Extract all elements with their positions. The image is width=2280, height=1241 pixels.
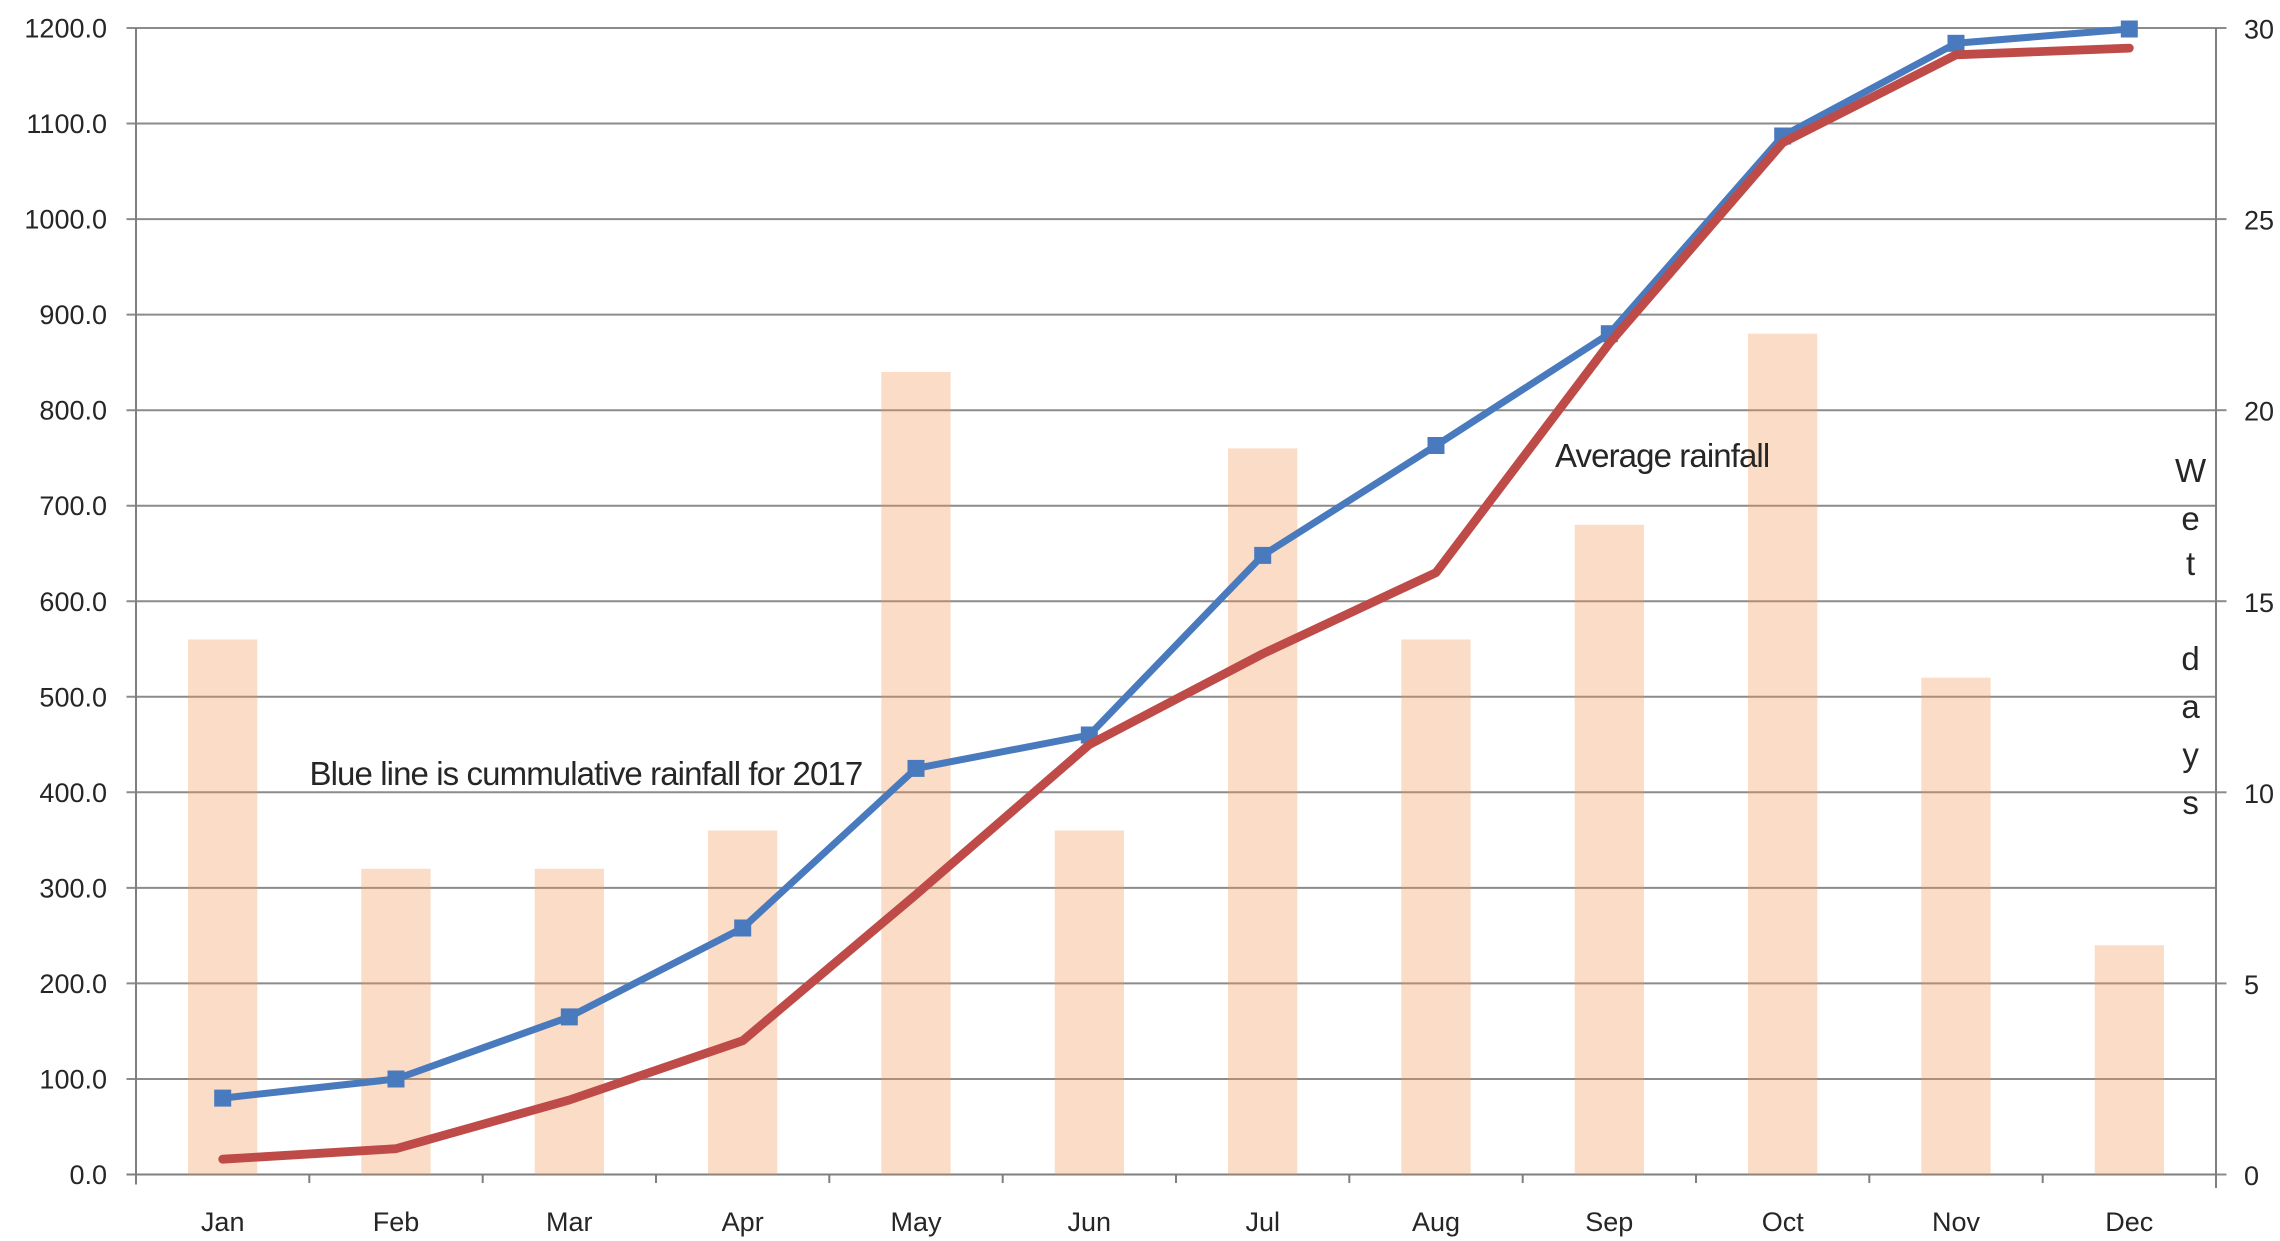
- svg-text:W: W: [2175, 452, 2207, 489]
- svg-text:600.0: 600.0: [39, 587, 107, 617]
- svg-text:Nov: Nov: [1932, 1207, 1981, 1237]
- svg-text:t: t: [2186, 545, 2195, 582]
- svg-text:May: May: [890, 1207, 942, 1237]
- svg-text:Average rainfall: Average rainfall: [1555, 437, 1769, 474]
- svg-text:d: d: [2181, 640, 2199, 677]
- svg-text:100.0: 100.0: [39, 1065, 107, 1095]
- svg-text:500.0: 500.0: [39, 682, 107, 712]
- svg-text:0.0: 0.0: [69, 1160, 107, 1190]
- svg-text:15: 15: [2244, 588, 2274, 618]
- svg-text:Feb: Feb: [373, 1207, 420, 1237]
- svg-text:700.0: 700.0: [39, 491, 107, 521]
- svg-text:200.0: 200.0: [39, 969, 107, 999]
- svg-text:20: 20: [2244, 397, 2274, 427]
- svg-text:1000.0: 1000.0: [24, 205, 107, 235]
- svg-text:Apr: Apr: [722, 1207, 764, 1237]
- svg-text:Mar: Mar: [546, 1207, 593, 1237]
- svg-text:Aug: Aug: [1412, 1207, 1460, 1237]
- svg-text:Jul: Jul: [1245, 1207, 1280, 1237]
- svg-text:25: 25: [2244, 206, 2274, 236]
- svg-text:300.0: 300.0: [39, 873, 107, 903]
- svg-text:a: a: [2181, 688, 2200, 725]
- svg-text:0: 0: [2244, 1161, 2259, 1191]
- svg-text:Sep: Sep: [1585, 1207, 1633, 1237]
- svg-text:y: y: [2182, 736, 2199, 773]
- svg-text:400.0: 400.0: [39, 778, 107, 808]
- svg-text:Jan: Jan: [201, 1207, 245, 1237]
- svg-text:1100.0: 1100.0: [26, 109, 107, 139]
- svg-text:Dec: Dec: [2105, 1207, 2153, 1237]
- svg-text:30: 30: [2244, 15, 2274, 45]
- svg-text:900.0: 900.0: [39, 300, 107, 330]
- svg-text:10: 10: [2244, 779, 2274, 809]
- svg-text:Jun: Jun: [1068, 1207, 1112, 1237]
- svg-text:Oct: Oct: [1762, 1207, 1805, 1237]
- svg-text:Blue line is cummulative rainf: Blue line is cummulative rainfall for 20…: [310, 755, 863, 792]
- svg-text:800.0: 800.0: [39, 396, 107, 426]
- svg-text:e: e: [2181, 500, 2199, 537]
- svg-text:s: s: [2182, 784, 2199, 821]
- svg-text:5: 5: [2244, 970, 2259, 1000]
- svg-text:1200.0: 1200.0: [24, 14, 107, 44]
